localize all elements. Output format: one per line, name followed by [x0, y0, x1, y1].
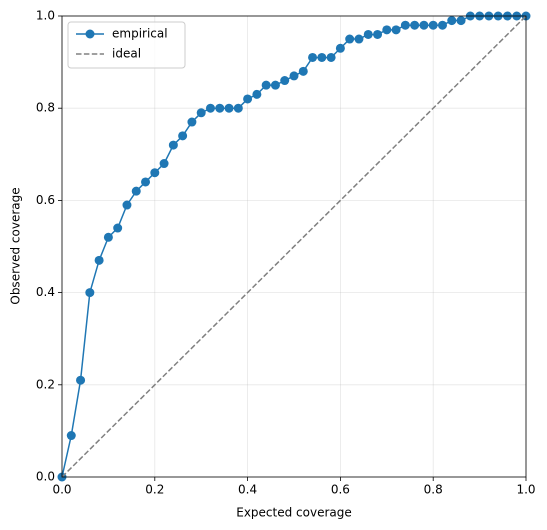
x-tick-label: 0.2 — [145, 483, 164, 497]
data-point — [243, 94, 253, 104]
x-tick-label: 0.4 — [238, 483, 257, 497]
data-point — [215, 103, 225, 113]
data-point — [196, 108, 206, 118]
data-point — [447, 16, 457, 26]
data-point — [382, 25, 392, 35]
data-point — [187, 117, 197, 127]
data-point — [326, 52, 336, 62]
plot-frame — [61, 15, 527, 478]
data-point — [131, 186, 141, 196]
data-point — [345, 34, 355, 44]
x-tick-label: 0.0 — [52, 483, 71, 497]
legend-label: ideal — [112, 47, 141, 61]
x-tick-label: 0.8 — [424, 483, 443, 497]
y-tick-label: 0.8 — [36, 101, 55, 115]
data-point — [113, 223, 123, 233]
data-point — [233, 103, 243, 113]
data-point — [391, 25, 401, 35]
data-point — [289, 71, 299, 81]
y-tick-label: 0.0 — [36, 470, 55, 484]
data-point — [400, 20, 410, 30]
data-point — [178, 131, 188, 141]
data-point — [317, 52, 327, 62]
data-point — [66, 431, 76, 441]
data-point — [261, 80, 271, 90]
data-point — [308, 52, 318, 62]
data-point — [252, 89, 262, 99]
data-point — [122, 200, 132, 210]
x-tick-label: 0.6 — [331, 483, 350, 497]
data-point — [354, 34, 364, 44]
y-tick-label: 0.6 — [36, 193, 55, 207]
data-point — [85, 288, 95, 298]
data-point — [159, 159, 169, 169]
data-point — [363, 29, 373, 39]
y-tick-label: 1.0 — [36, 9, 55, 23]
y-tick-label: 0.4 — [36, 285, 55, 299]
data-point — [205, 103, 215, 113]
data-point — [168, 140, 178, 150]
series-line — [61, 15, 527, 478]
data-point — [428, 20, 438, 30]
data-point — [419, 20, 429, 30]
x-axis-label: Expected coverage — [236, 506, 352, 520]
data-point — [456, 16, 466, 26]
x-tick-label: 1.0 — [516, 483, 535, 497]
data-point — [270, 80, 280, 90]
legend-marker — [85, 29, 95, 39]
legend-label: empirical — [112, 27, 168, 41]
y-tick-label: 0.2 — [36, 377, 55, 391]
data-point — [280, 76, 290, 86]
data-point — [437, 20, 447, 30]
legend: empirical ideal — [67, 21, 186, 69]
data-point — [76, 375, 86, 385]
data-point — [94, 255, 104, 265]
data-point — [373, 29, 383, 39]
data-point — [335, 43, 345, 53]
data-point — [150, 168, 160, 178]
data-point — [410, 20, 420, 30]
data-point — [224, 103, 234, 113]
y-axis-label: Observed coverage — [9, 187, 23, 304]
data-point — [141, 177, 151, 187]
data-point — [103, 232, 113, 242]
data-point — [298, 66, 308, 76]
